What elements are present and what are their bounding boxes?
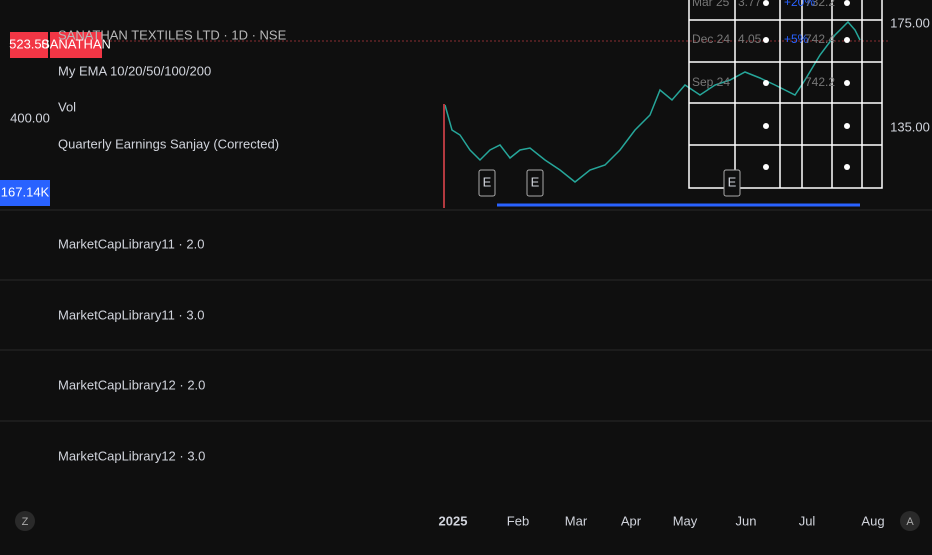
table-dot: [844, 123, 850, 129]
table-dot: [844, 80, 850, 86]
time-axis-label: Feb: [507, 513, 529, 528]
table-dot: [763, 37, 769, 43]
earnings-marker: E: [531, 174, 540, 189]
pane-dividers: [0, 209, 932, 422]
table-cell: 732.2: [805, 0, 835, 9]
table-cell: 3.77: [738, 0, 762, 9]
table-cell: 4.05: [738, 32, 762, 46]
left-scale-label: 400.00: [10, 110, 50, 125]
scale-button[interactable]: [15, 511, 35, 531]
time-axis-label: 2025: [439, 513, 468, 528]
time-axis-label: Mar: [565, 513, 588, 528]
pane-title: MarketCapLibrary11 · 2.0: [58, 236, 204, 251]
volume-badge: [0, 180, 50, 206]
scale-button[interactable]: [900, 511, 920, 531]
volume-badge-text: 167.14K: [1, 184, 50, 199]
table-dot: [844, 0, 850, 6]
time-axis-label: Jul: [799, 513, 816, 528]
pane-title: MarketCapLibrary12 · 3.0: [58, 448, 205, 463]
legend-indicator: Quarterly Earnings Sanjay (Corrected): [58, 136, 279, 151]
table-dot: [844, 164, 850, 170]
earnings-marker-box: [526, 169, 544, 197]
table-dot: [763, 123, 769, 129]
time-axis-label: Jun: [736, 513, 757, 528]
time-axis-label: May: [673, 513, 698, 528]
right-scale-label: 135.00: [890, 119, 930, 134]
legend-indicator: My EMA 10/20/50/100/200: [58, 63, 211, 78]
symbol-badge: [50, 32, 102, 58]
pane-title: MarketCapLibrary12 · 2.0: [58, 377, 205, 392]
table-dot: [844, 37, 850, 43]
table-dot: [763, 0, 769, 6]
table-cell: +5%: [784, 32, 809, 46]
table-cell: Dec 24: [692, 32, 730, 46]
legend-symbol: SANATHAN TEXTILES LTD · 1D · NSE: [58, 27, 287, 42]
time-axis-label: Apr: [621, 513, 642, 528]
volume-spike: [443, 104, 445, 208]
scale-button-label[interactable]: A: [906, 516, 914, 528]
table-dot: [763, 80, 769, 86]
scale-button-label[interactable]: Z: [22, 516, 29, 528]
price-series: [444, 20, 861, 183]
price-badge: [10, 32, 48, 58]
earnings-marker: E: [483, 174, 492, 189]
symbol-badge-text: SANATHAN: [41, 36, 111, 51]
table-cell: Sep 24: [692, 75, 730, 89]
time-axis-label: Aug: [861, 513, 884, 528]
legend-indicator: Vol: [58, 99, 76, 114]
table-cell: Mar 25: [692, 0, 730, 9]
pane-title: MarketCapLibrary11 · 3.0: [58, 307, 204, 322]
right-scale-label: 175.00: [890, 15, 930, 30]
earnings-marker-box: [478, 169, 496, 197]
price-badge-text: 523.50: [9, 36, 49, 51]
table-cell: 742.2: [805, 75, 835, 89]
earnings-marker: E: [728, 174, 737, 189]
table-cell: 742.4: [805, 32, 835, 46]
table-dot: [763, 164, 769, 170]
earnings-table-grid: [688, 0, 883, 189]
table-cell: +20%: [784, 0, 815, 9]
earnings-marker-box: [723, 169, 741, 197]
